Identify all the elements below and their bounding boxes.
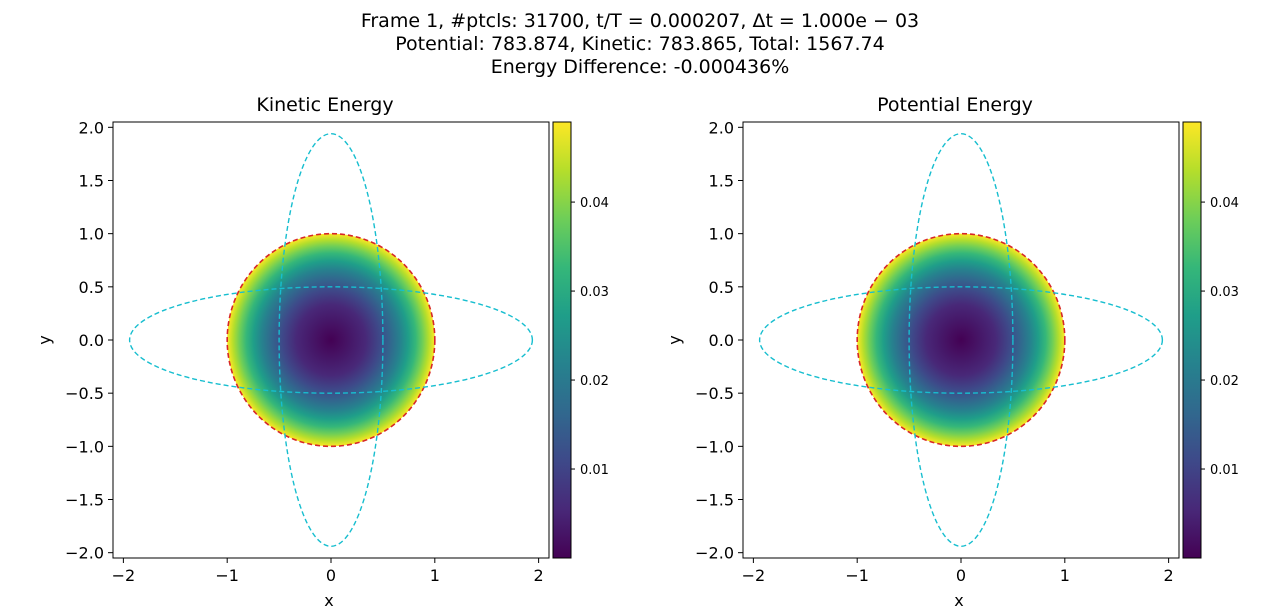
y-tick-label: −2.0 [695,544,734,563]
x-axis-label: x [324,591,333,610]
boundary-circle [856,232,1066,448]
y-tick-label: 1.5 [709,171,734,190]
subplot-title: Kinetic Energy [256,94,393,116]
x-tick-label: −1 [845,566,869,585]
x-tick-label: −2 [112,566,136,585]
y-axis-label: y [35,335,54,344]
x-tick-label: 2 [534,566,544,585]
y-tick-label: −2.0 [65,544,104,563]
x-tick-label: 1 [430,566,440,585]
y-tick-label: −1.5 [65,491,104,510]
energy-disk-heatmap [227,233,435,447]
x-tick-label: 0 [956,566,966,585]
colorbar-tick-label: 0.01 [1210,463,1239,478]
boundary-circle [226,232,436,448]
vertical-ellipse [278,132,384,548]
x-tick-label: 1 [1060,566,1070,585]
y-tick-label: −0.5 [65,384,104,403]
x-tick-label: 0 [326,566,336,585]
colorbar [1182,121,1202,559]
y-tick-label: 0.0 [709,331,734,350]
colorbar-tick-label: 0.04 [580,196,609,211]
x-tick-label: 2 [1164,566,1174,585]
y-tick-label: −1.0 [695,437,734,456]
x-tick-label: −1 [215,566,239,585]
y-tick-label: 0.0 [79,331,104,350]
x-axis-label: x [954,591,963,610]
vertical-ellipse [908,132,1014,548]
colorbar-tick-label: 0.03 [1210,285,1239,300]
y-tick-label: 1.0 [79,225,104,244]
horizontal-ellipse [758,286,1164,394]
colorbar [552,121,572,559]
colorbar-tick-label: 0.04 [1210,196,1239,211]
y-tick-label: 1.5 [79,171,104,190]
y-axis-label: y [665,335,684,344]
colorbar-tick-label: 0.02 [1210,374,1239,389]
y-tick-label: 1.0 [709,225,734,244]
y-tick-label: 0.5 [709,278,734,297]
potential-energy-panel: −2 −1 0 1 2 2.0 1.5 1.0 0.5 0.0 −0.5 −1.0 −1.5 −2.0 x y… [665,94,1239,610]
figure-title-line3: Energy Difference: -0.000436% [490,56,790,78]
y-tick-label: 0.5 [79,278,104,297]
x-tick-label: −2 [742,566,766,585]
y-tick-label: −1.0 [65,437,104,456]
figure-title-line2: Potential: 783.874, Kinetic: 783.865, To… [395,33,885,55]
subplot-title: Potential Energy [877,94,1033,116]
y-tick-label: 2.0 [79,118,104,137]
y-tick-label: −1.5 [695,491,734,510]
colorbar-tick-label: 0.03 [580,285,609,300]
colorbar-tick-label: 0.02 [580,374,609,389]
kinetic-energy-panel: −2 −1 0 1 2 2.0 1.5 1.0 0.5 0.0 −0.5 −1.0 −1.5 −2.0 x y… [35,94,609,610]
y-tick-label: 2.0 [709,118,734,137]
colorbar-tick-label: 0.01 [580,463,609,478]
horizontal-ellipse [128,286,534,394]
figure-title-line1: Frame 1, #ptcls: 31700, t/T = 0.000207, … [360,10,920,32]
energy-disk-heatmap [857,233,1065,447]
y-tick-label: −0.5 [695,384,734,403]
